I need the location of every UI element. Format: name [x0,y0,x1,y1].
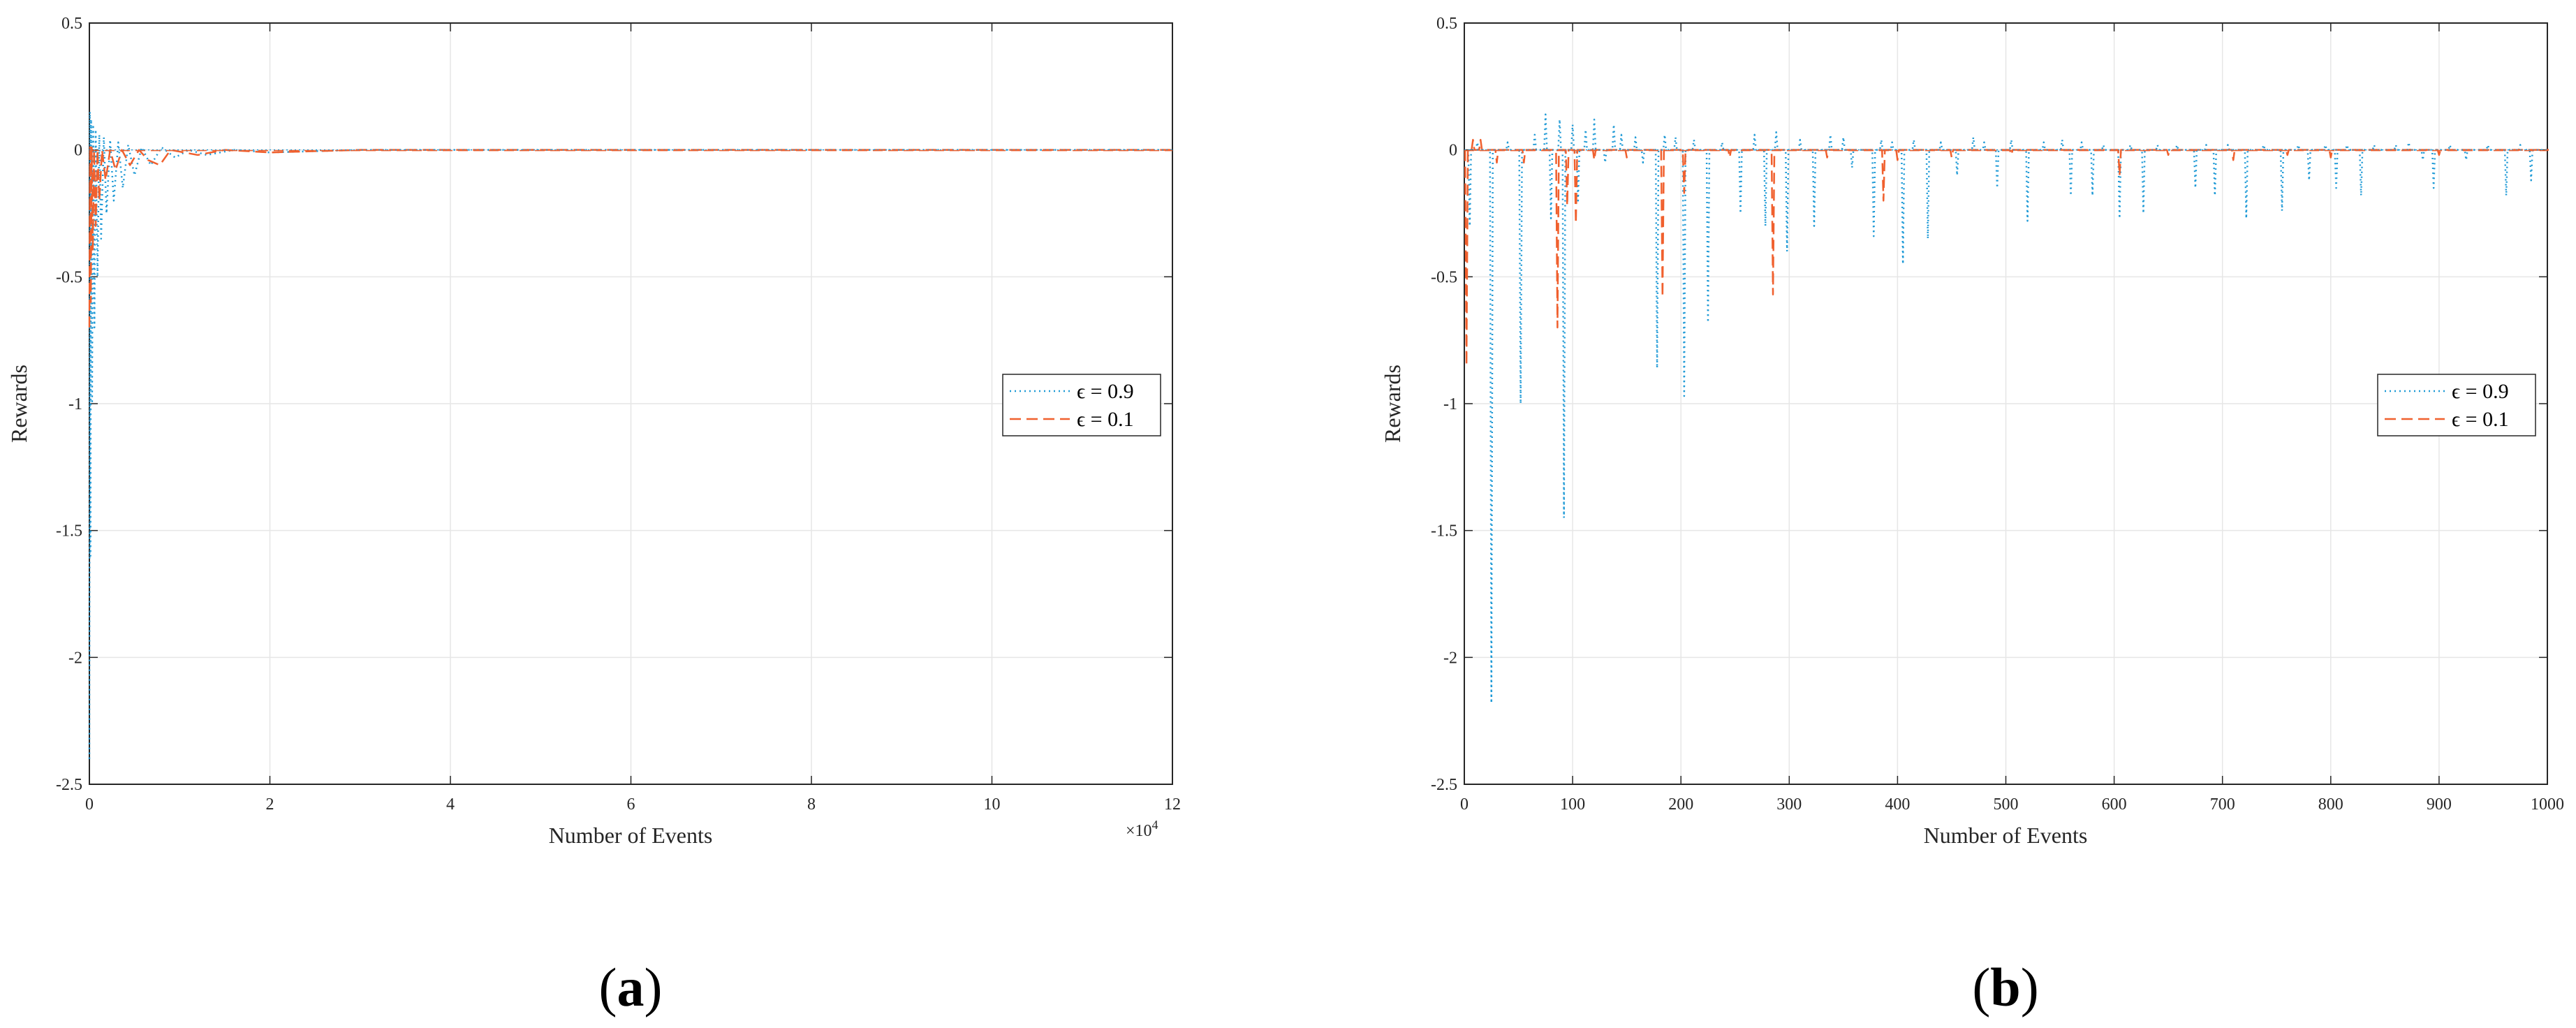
panel-b-x-tick-label: 500 [1994,795,2019,814]
panel-b-y-tick-label: -2 [1443,649,1457,667]
panel-b-y-tick-label: 0.5 [1436,15,1457,33]
panel-b-x-tick-label: 800 [2318,795,2343,814]
panel-b-x-tick-label: 400 [1885,795,1910,814]
panel-b-x-tick-label: 100 [1560,795,1585,814]
panel-a-x-tick-label: 12 [1164,795,1181,814]
panel-a-x-exponent-power: 4 [1152,818,1158,832]
panel-a-y-tick-label: -1 [68,395,82,413]
panel-a-y-tick-label: -2.5 [56,776,82,794]
panel-a-legend-label-eps09: ϵ = 0.9 [1077,380,1134,403]
panel-b-y-tick-label: -2.5 [1431,776,1457,794]
panel-a-ticks: 0 2 4 6 8 10 12 0.5 0 -0.5 -1 -1.5 -2 -2.5 [56,15,1181,814]
panel-b-y-tick-label: -1 [1443,395,1457,413]
panel-a-x-tick-label: 6 [627,795,635,814]
panel-a-label-letter: a [617,957,645,1018]
panel-a-x-exponent: ×104 [1126,818,1158,840]
panel-a-y-tick-label: -1.5 [56,522,82,541]
panel-a-x-tick-label: 4 [446,795,455,814]
panel-a-y-tick-label: 0 [74,142,82,160]
panel-b-y-tick-label: 0 [1449,142,1457,160]
panel-b-x-tick-label: 600 [2102,795,2127,814]
panel-a-x-tick-label: 10 [984,795,1001,814]
panel-b-label: (b) [1972,957,2038,1018]
panel-b-series-eps01-line [1464,138,2549,367]
panel-b-label-letter: b [1990,957,2020,1018]
panel-a-legend-box [1002,374,1161,436]
panel-a-x-axis-title: Number of Events [549,823,713,848]
panel-b-series [1464,113,2549,704]
panel-a-legend-label-eps01: ϵ = 0.1 [1077,408,1134,431]
panel-b-x-tick-label: 700 [2210,795,2235,814]
panel-b-legend-label-eps01: ϵ = 0.1 [2452,408,2509,431]
panel-a-y-tick-label: 0.5 [61,15,82,33]
panel-a-y-tick-label: -2 [68,649,82,667]
panel-b-legend-box [2377,374,2536,436]
panel-b-ticks: 0 100 200 300 400 500 600 700 800 900 1000 0.5 0 -0.5… [1431,15,2564,814]
panel-a-x-tick-label: 2 [266,795,274,814]
panel-b-chart: 0 100 200 300 400 500 600 700 800 900 1000 0.5 0 -0.5… [1380,15,2564,1018]
panel-b-y-tick-label: -0.5 [1431,268,1457,286]
panel-a-y-axis-title: Rewards [6,365,31,443]
panel-a-label: (a) [599,957,663,1018]
panel-a-x-exponent-base: ×10 [1126,822,1152,840]
panel-b-series-eps09-line [1467,113,2549,704]
panel-b-x-tick-label: 1000 [2531,795,2564,814]
panel-b-x-tick-label: 900 [2427,795,2452,814]
panel-b-x-axis-title: Number of Events [1924,823,2088,848]
panel-a-series [88,110,1172,759]
panel-b-y-axis-title: Rewards [1380,365,1405,443]
panel-b-x-tick-label: 300 [1776,795,1802,814]
panel-a-x-tick-label: 0 [85,795,94,814]
panel-a-series-eps01-line [88,144,1172,328]
panel-a-legend: ϵ = 0.9 ϵ = 0.1 [1002,374,1161,436]
panel-a-series-eps09-line [88,110,1172,759]
panel-b-legend: ϵ = 0.9 ϵ = 0.1 [2377,374,2536,436]
panel-b-y-tick-label: -1.5 [1431,522,1457,541]
panel-b-x-tick-label: 200 [1668,795,1693,814]
panel-a-y-tick-label: -0.5 [56,268,82,286]
panel-b-legend-label-eps09: ϵ = 0.9 [2452,380,2509,403]
panel-a-chart: 0 2 4 6 8 10 12 0.5 0 -0.5 -1 -1.5 -2 -2.5 Number of … [6,15,1181,1018]
panel-b-x-tick-label: 0 [1460,795,1469,814]
panel-a-x-tick-label: 8 [807,795,816,814]
